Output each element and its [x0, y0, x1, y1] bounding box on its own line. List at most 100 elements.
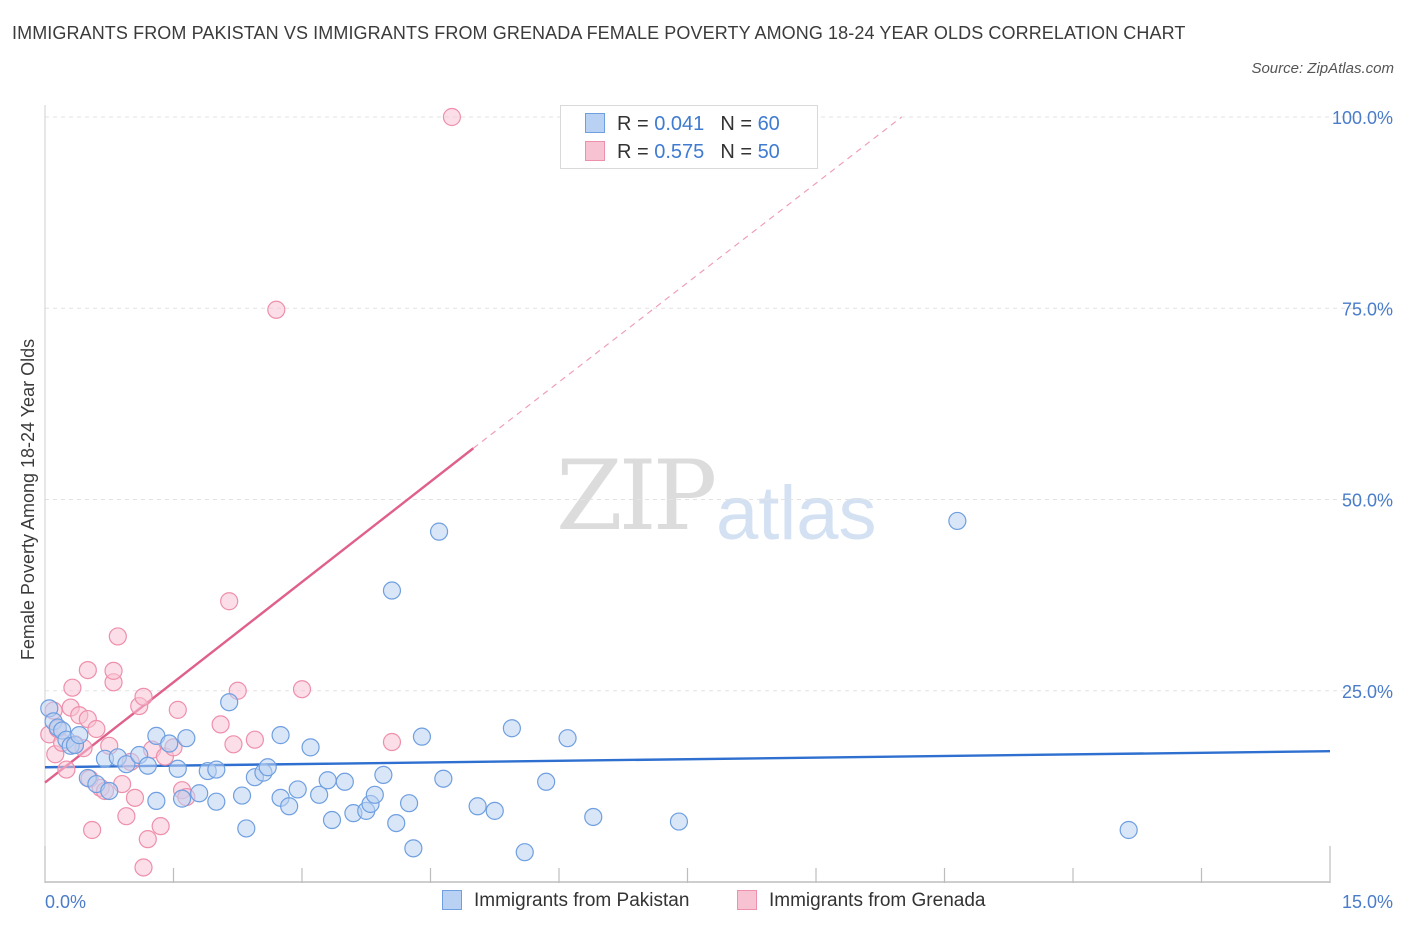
- pakistan-point: [258, 758, 277, 777]
- pakistan-point: [207, 792, 226, 811]
- pakistan-point: [1119, 820, 1138, 840]
- pakistan-point: [502, 719, 521, 738]
- x-tick-label: 15.0%: [1342, 892, 1393, 912]
- grenada-point: [211, 715, 230, 734]
- legend-n-value-grenada: 50: [757, 141, 780, 163]
- pakistan-legend-label: Immigrants from Pakistan: [474, 890, 690, 911]
- legend-r-value-grenada: 0.575: [654, 141, 705, 163]
- source-label: Source: ZipAtlas.com: [1251, 60, 1394, 77]
- pakistan-point: [948, 511, 967, 531]
- grenada-point: [87, 719, 106, 739]
- y-axis-title: Female Poverty Among 18-24 Year Olds: [18, 339, 38, 660]
- pakistan-point: [412, 727, 432, 746]
- pakistan-point: [515, 843, 534, 862]
- grenada-point: [292, 680, 312, 699]
- grenada-point: [57, 760, 76, 779]
- grenada-point: [442, 107, 462, 127]
- grenada-point: [134, 687, 153, 706]
- y-tick-label: 50.0%: [1342, 491, 1393, 511]
- bottom-legend-pakistan: Immigrants from Pakistan: [442, 890, 689, 912]
- pakistan-point: [280, 797, 299, 816]
- chart-title: IMMIGRANTS FROM PAKISTAN VS IMMIGRANTS F…: [12, 23, 1186, 43]
- grenada-point: [220, 592, 239, 611]
- pakistan-points: [40, 511, 1138, 862]
- grenada-point: [104, 661, 123, 680]
- pakistan-point: [374, 765, 393, 785]
- grenada-trend-line: [44, 447, 475, 784]
- grenada-point: [382, 732, 402, 752]
- y-tick-label: 25.0%: [1342, 682, 1393, 702]
- grenada-point: [134, 858, 153, 877]
- legend-n-value-pakistan: 60: [757, 113, 780, 135]
- pakistan-point: [271, 726, 290, 745]
- grid-lines: [45, 116, 1390, 692]
- axes: [44, 105, 1331, 883]
- grenada-point: [267, 300, 286, 319]
- grenada-point: [117, 807, 136, 826]
- pakistan-point: [382, 581, 402, 600]
- correlation-legend: R = 0.041 N = 60 R = 0.575 N = 50: [560, 105, 818, 169]
- pakistan-point: [485, 801, 504, 820]
- grenada-point: [83, 820, 102, 840]
- bottom-legend-grenada: Immigrants from Grenada: [737, 890, 985, 912]
- pakistan-point: [220, 693, 239, 712]
- pakistan-point: [138, 756, 157, 775]
- axis-labels: 25.0% 50.0% 75.0% 100.0% 0.0% 15.0% Female Pov…: [18, 108, 1393, 912]
- pakistan-point: [177, 729, 196, 748]
- pakistan-point: [70, 726, 89, 745]
- legend-r-label: R =: [617, 113, 655, 135]
- pakistan-point: [322, 810, 342, 830]
- pakistan-point: [387, 813, 406, 833]
- pakistan-point: [468, 797, 487, 816]
- grenada-point: [78, 660, 97, 680]
- grenada-point: [63, 678, 82, 697]
- grenada-point: [224, 735, 243, 754]
- grenada-swatch: [585, 141, 605, 161]
- pakistan-point: [190, 784, 209, 803]
- pakistan-point: [365, 785, 384, 804]
- pakistan-point: [207, 760, 226, 779]
- x-tick-label: 0.0%: [45, 892, 86, 912]
- grenada-point: [245, 730, 264, 749]
- legend-row-grenada: R = 0.575 N = 50: [585, 141, 780, 165]
- pakistan-point: [310, 785, 329, 804]
- grenada-legend-swatch: [737, 890, 757, 910]
- pakistan-point: [404, 839, 423, 858]
- pakistan-point: [537, 772, 556, 791]
- pakistan-point: [335, 772, 354, 791]
- pakistan-swatch: [585, 113, 605, 133]
- pakistan-point: [172, 789, 192, 808]
- pakistan-point: [558, 729, 577, 748]
- pakistan-point: [434, 769, 453, 788]
- pakistan-point: [100, 781, 119, 801]
- pakistan-point: [301, 738, 320, 757]
- pakistan-trend-line: [44, 749, 1331, 769]
- pakistan-point: [232, 786, 252, 805]
- grenada-point: [138, 830, 157, 849]
- watermark-atlas: atlas: [716, 471, 877, 556]
- grenada-point: [125, 788, 145, 807]
- pakistan-point: [584, 807, 603, 827]
- grenada-point: [108, 627, 127, 646]
- watermark-zip: ZIP: [556, 440, 717, 552]
- grenada-point: [151, 817, 170, 836]
- pakistan-point: [237, 819, 256, 838]
- legend-n-label: N =: [720, 113, 758, 135]
- pakistan-point: [160, 734, 179, 753]
- pakistan-point: [669, 812, 689, 831]
- grenada-legend-label: Immigrants from Grenada: [769, 890, 986, 911]
- pakistan-point: [429, 522, 449, 541]
- legend-r-value-pakistan: 0.041: [654, 113, 705, 135]
- y-tick-label: 75.0%: [1342, 299, 1393, 319]
- legend-r-label: R =: [617, 141, 655, 163]
- pakistan-point: [168, 759, 187, 778]
- pakistan-point: [117, 755, 136, 774]
- y-tick-label: 100.0%: [1332, 108, 1393, 128]
- pakistan-point: [147, 791, 166, 811]
- pakistan-point: [318, 771, 337, 790]
- legend-row-pakistan: R = 0.041 N = 60: [585, 113, 780, 137]
- pakistan-point: [288, 780, 307, 799]
- grenada-point: [168, 700, 187, 719]
- grenada-trend-extension: [472, 116, 903, 449]
